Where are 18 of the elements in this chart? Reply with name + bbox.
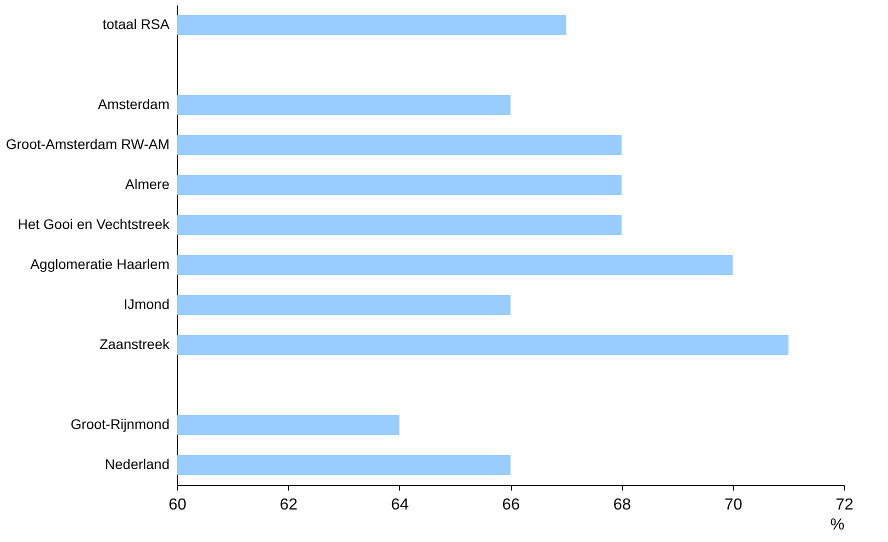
y-tick-label: Het Gooi en Vechtstreek — [18, 216, 170, 232]
y-tick-label: IJmond — [124, 296, 170, 312]
x-tick-label: 72 — [836, 496, 854, 514]
y-tick-label: Amsterdam — [98, 96, 170, 112]
x-tick-label: 64 — [390, 496, 409, 514]
y-tick-label: Nederland — [104, 456, 170, 472]
y-tick-label: totaal RSA — [102, 16, 170, 32]
y-tick-label: Almere — [125, 176, 170, 192]
y-tick-label: Agglomeratie Haarlem — [30, 256, 170, 272]
x-axis-title: % — [830, 516, 844, 534]
y-tick-label: Groot-Rijnmond — [70, 416, 170, 432]
x-tick-label: 62 — [280, 496, 298, 514]
y-tick-label: Groot-Amsterdam RW-AM — [6, 136, 170, 152]
x-tick-label: 66 — [502, 496, 520, 514]
x-tick-label: 60 — [168, 496, 186, 514]
x-tick-label: 70 — [724, 496, 742, 514]
x-tick-label: 68 — [613, 496, 632, 514]
y-tick-label: Zaanstreek — [99, 336, 170, 352]
